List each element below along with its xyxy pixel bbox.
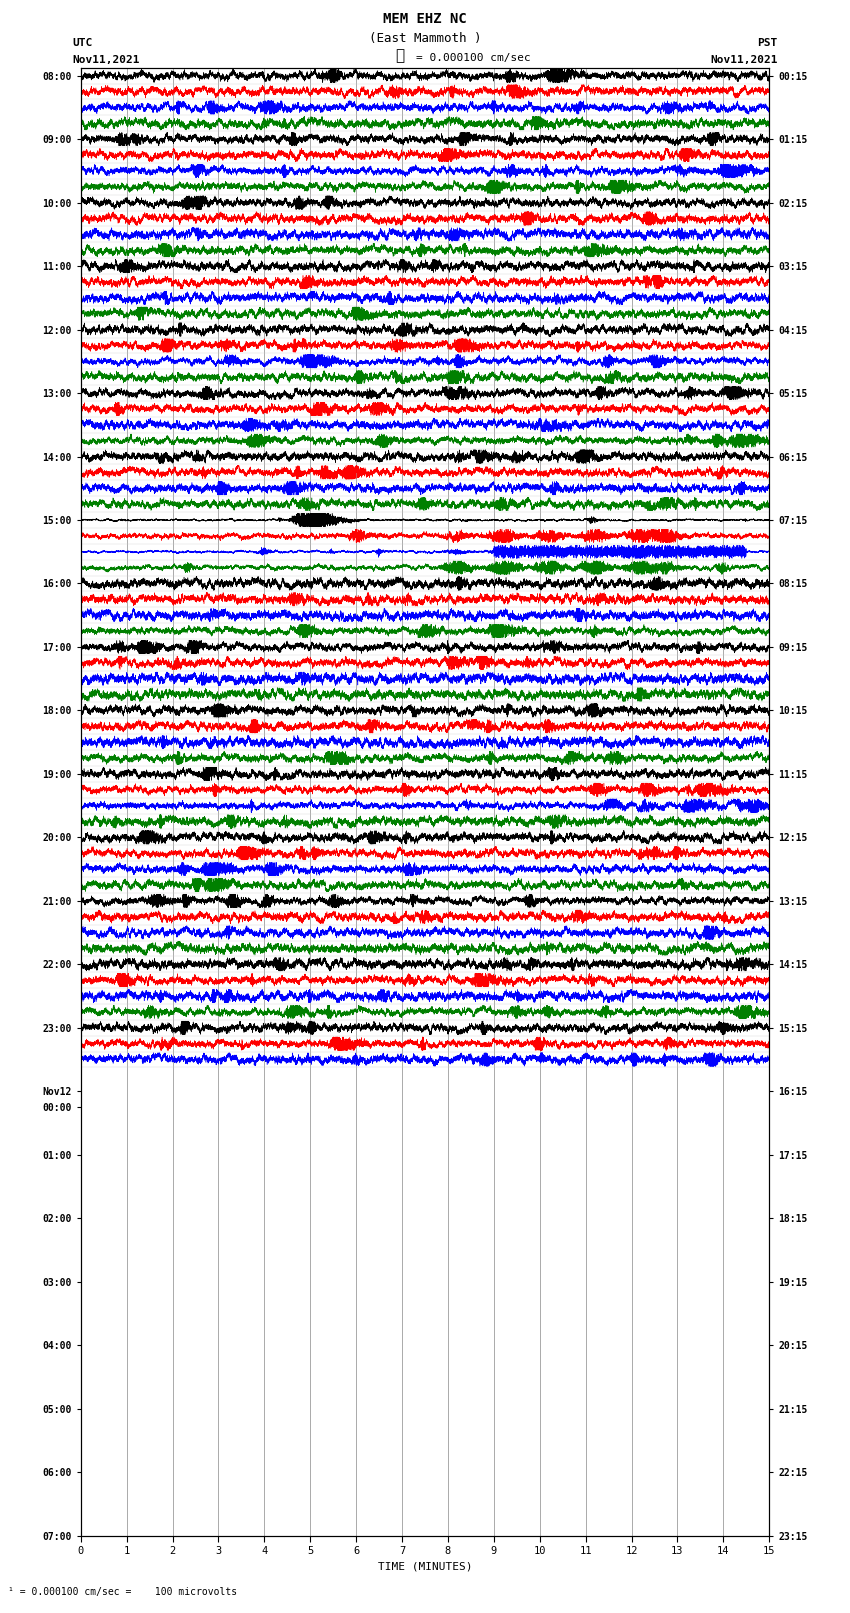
Text: MEM EHZ NC: MEM EHZ NC — [383, 11, 467, 26]
Text: = 0.000100 cm/sec: = 0.000100 cm/sec — [416, 53, 531, 63]
Text: Nov11,2021: Nov11,2021 — [711, 55, 778, 65]
Text: ⎹: ⎹ — [395, 48, 404, 63]
Text: (East Mammoth ): (East Mammoth ) — [369, 32, 481, 45]
Text: Nov11,2021: Nov11,2021 — [72, 55, 139, 65]
Text: UTC: UTC — [72, 39, 93, 48]
Text: ¹ = 0.000100 cm/sec =    100 microvolts: ¹ = 0.000100 cm/sec = 100 microvolts — [8, 1587, 238, 1597]
X-axis label: TIME (MINUTES): TIME (MINUTES) — [377, 1561, 473, 1571]
Text: PST: PST — [757, 39, 778, 48]
